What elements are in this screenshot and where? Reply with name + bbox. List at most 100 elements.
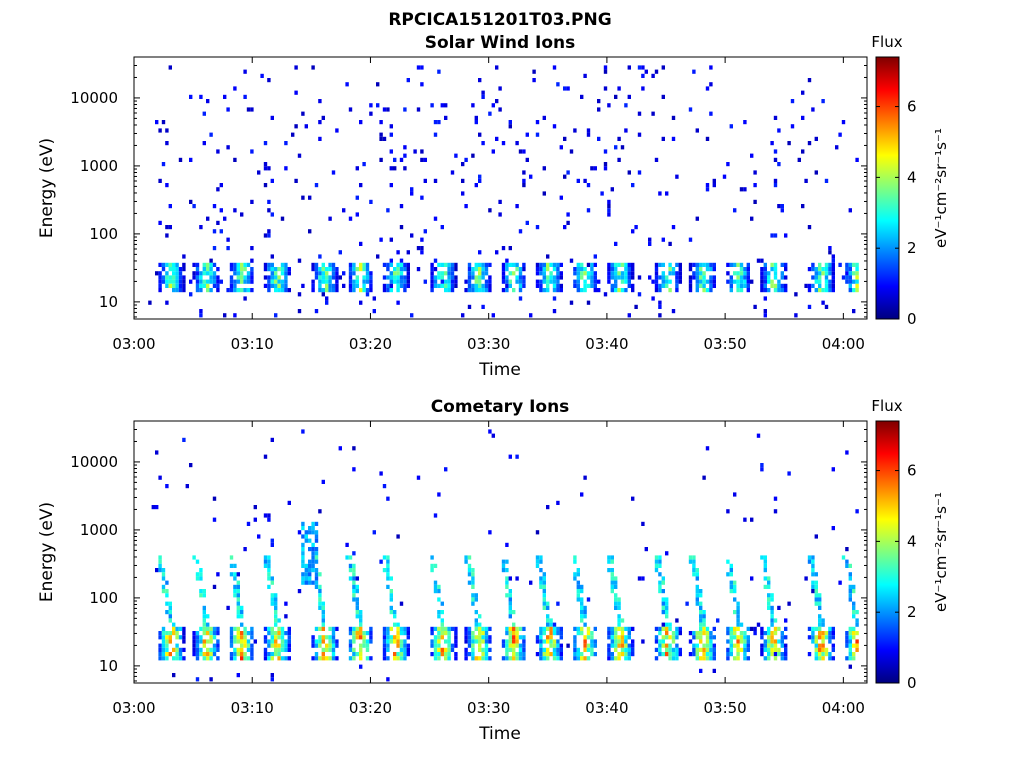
heatmap-cell [277,283,281,288]
heatmap-cell [243,652,247,657]
heatmap-cell [814,626,818,631]
heatmap-cell [447,275,451,280]
heatmap-cell [841,555,846,560]
heatmap-cell [671,271,676,276]
heatmap-cell [529,174,533,179]
heatmap-cell [665,610,669,615]
heatmap-cell [515,576,519,581]
heatmap-cell [705,279,710,284]
heatmap-cell [580,492,584,497]
heatmap-cell [267,229,271,234]
heatmap-cell [182,283,186,288]
heatmap-cell [848,288,852,293]
heatmap-cell [501,271,506,276]
heatmap-cell [236,580,240,585]
heatmap-cell [209,262,213,267]
heatmap-cell [552,267,557,272]
heatmap-cell [597,136,601,141]
heatmap-cell [661,626,665,631]
heatmap-cell [760,279,764,284]
heatmap-cell [722,174,727,179]
x-axis-label: Time [478,724,521,744]
heatmap-cell [263,513,268,518]
heatmap-cell [386,576,390,581]
heatmap-cell [226,605,230,610]
heatmap-cell [471,572,475,577]
heatmap-cell [182,437,186,442]
heatmap-cell [576,597,580,602]
heatmap-cell [818,643,822,648]
heatmap-cell [488,283,492,288]
heatmap-cell [365,271,370,276]
heatmap-cell [233,283,237,288]
heatmap-cell [297,153,302,158]
heatmap-cell [372,530,376,535]
heatmap-cell [699,275,703,280]
heatmap-cell [614,584,618,589]
heatmap-cell [471,593,475,598]
heatmap-cell [270,538,274,543]
heatmap-cell [488,275,492,280]
heatmap-cell [379,471,383,476]
heatmap-cell [539,283,543,288]
heatmap-cell [699,271,703,276]
heatmap-cell [444,631,448,636]
heatmap-cell [212,229,217,234]
heatmap-cell [236,673,240,678]
heatmap-cell [267,576,271,581]
heatmap-cell [807,283,812,288]
heatmap-cell [784,267,788,272]
heatmap-cell [641,576,645,581]
heatmap-cell [583,288,587,293]
heatmap-cell [542,626,546,631]
heatmap-cell [270,178,274,183]
heatmap-cell [542,191,546,196]
heatmap-cell [202,605,206,610]
heatmap-cell [444,279,448,284]
heatmap-cell [437,610,441,615]
heatmap-cell [433,639,438,644]
heatmap-cell [695,656,699,661]
heatmap-cell [563,174,567,179]
heatmap-cell [518,656,523,661]
heatmap-cell [614,601,618,606]
heatmap-cell [348,576,353,581]
heatmap-cell [848,279,852,284]
heatmap-cell [382,484,387,489]
heatmap-cell [508,283,512,288]
heatmap-cell [444,639,448,644]
heatmap-cell [454,153,458,158]
heatmap-cell [654,639,659,644]
heatmap-cell [566,170,570,175]
heatmap-cell [695,279,699,284]
heatmap-cell [172,267,176,272]
heatmap-cell [583,622,587,627]
heatmap-cell [814,580,818,585]
heatmap-cell [372,309,376,314]
heatmap-cell [250,652,254,657]
heatmap-cell [549,279,553,284]
heatmap-cell [474,656,478,661]
heatmap-cell [845,262,849,267]
heatmap-cell [209,258,213,263]
heatmap-cell [675,271,679,276]
y-axis-label: Energy (eV) [37,138,57,238]
heatmap-cell [236,635,240,640]
heatmap-cell [199,283,203,288]
heatmap-cell [661,283,665,288]
heatmap-cell [780,283,784,288]
heatmap-cell [165,593,169,598]
heatmap-cell [277,279,281,284]
heatmap-cell [212,275,217,280]
heatmap-cell [542,279,546,284]
heatmap-cell [175,288,179,293]
heatmap-cell [688,279,693,284]
heatmap-cell [614,605,618,610]
heatmap-cell [852,614,856,619]
heatmap-cell [481,656,485,661]
heatmap-cell [274,647,278,652]
heatmap-cell [423,157,427,162]
heatmap-cell [399,283,404,288]
heatmap-cell [314,309,319,314]
heatmap-cell [665,643,669,648]
